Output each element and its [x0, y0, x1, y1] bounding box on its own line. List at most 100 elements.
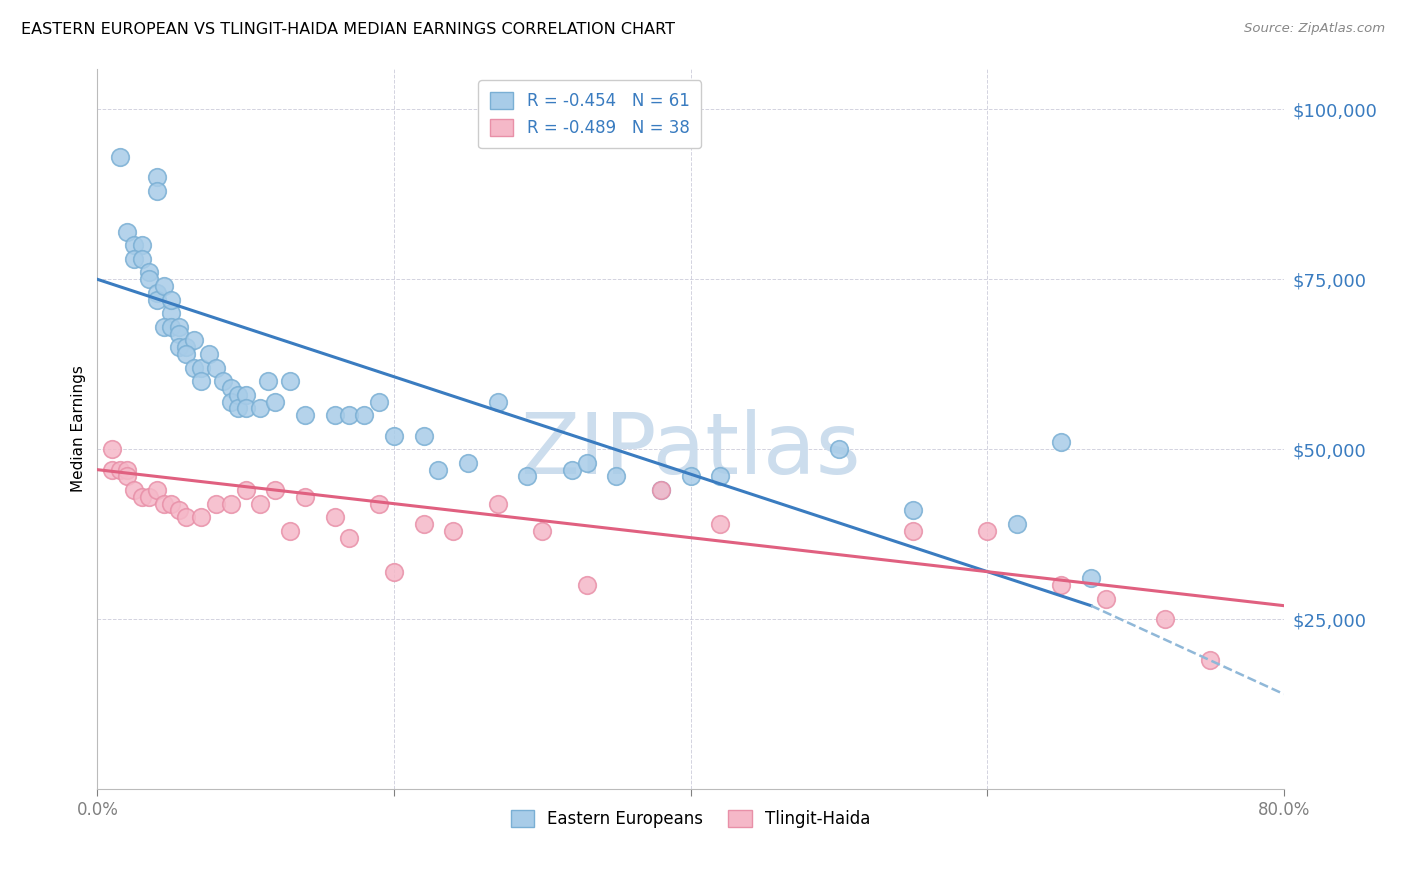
Point: [353, 409, 375, 423]
Point: [101, 463, 124, 477]
Point: [219, 394, 242, 409]
Point: [145, 285, 167, 300]
Point: [160, 293, 183, 307]
Point: [1050, 435, 1073, 450]
Point: [176, 340, 198, 354]
Point: [427, 463, 450, 477]
Point: [138, 490, 160, 504]
Point: [561, 463, 583, 477]
Point: [901, 503, 924, 517]
Text: Source: ZipAtlas.com: Source: ZipAtlas.com: [1244, 22, 1385, 36]
Point: [294, 490, 316, 504]
Point: [412, 428, 434, 442]
Point: [131, 490, 153, 504]
Y-axis label: Median Earnings: Median Earnings: [72, 366, 86, 492]
Text: ZIPatlas: ZIPatlas: [520, 409, 860, 492]
Point: [153, 319, 176, 334]
Point: [183, 334, 205, 348]
Point: [219, 497, 242, 511]
Point: [278, 524, 301, 538]
Point: [828, 442, 851, 457]
Point: [901, 524, 924, 538]
Point: [145, 170, 167, 185]
Point: [441, 524, 464, 538]
Point: [679, 469, 702, 483]
Point: [412, 517, 434, 532]
Point: [516, 469, 538, 483]
Legend: Eastern Europeans, Tlingit-Haida: Eastern Europeans, Tlingit-Haida: [503, 804, 877, 835]
Point: [190, 510, 212, 524]
Point: [131, 238, 153, 252]
Point: [457, 456, 479, 470]
Point: [575, 456, 598, 470]
Point: [145, 184, 167, 198]
Point: [145, 293, 167, 307]
Point: [323, 510, 346, 524]
Point: [1050, 578, 1073, 592]
Point: [190, 360, 212, 375]
Point: [108, 463, 131, 477]
Point: [976, 524, 998, 538]
Point: [160, 306, 183, 320]
Point: [257, 374, 280, 388]
Point: [486, 394, 509, 409]
Point: [235, 401, 257, 416]
Point: [190, 374, 212, 388]
Point: [160, 319, 183, 334]
Point: [131, 252, 153, 266]
Point: [160, 497, 183, 511]
Point: [264, 394, 287, 409]
Point: [226, 401, 249, 416]
Point: [264, 483, 287, 497]
Point: [486, 497, 509, 511]
Point: [219, 381, 242, 395]
Point: [249, 401, 271, 416]
Point: [709, 517, 731, 532]
Point: [226, 388, 249, 402]
Point: [709, 469, 731, 483]
Point: [1080, 571, 1102, 585]
Point: [235, 483, 257, 497]
Point: [650, 483, 672, 497]
Point: [115, 463, 138, 477]
Point: [138, 272, 160, 286]
Point: [1198, 653, 1220, 667]
Point: [368, 394, 391, 409]
Point: [124, 252, 146, 266]
Point: [101, 442, 124, 457]
Point: [205, 497, 228, 511]
Point: [153, 497, 176, 511]
Point: [605, 469, 627, 483]
Text: EASTERN EUROPEAN VS TLINGIT-HAIDA MEDIAN EARNINGS CORRELATION CHART: EASTERN EUROPEAN VS TLINGIT-HAIDA MEDIAN…: [21, 22, 675, 37]
Point: [124, 238, 146, 252]
Point: [212, 374, 235, 388]
Point: [1154, 612, 1177, 626]
Point: [650, 483, 672, 497]
Point: [138, 265, 160, 279]
Point: [323, 409, 346, 423]
Point: [183, 360, 205, 375]
Point: [575, 578, 598, 592]
Point: [167, 503, 190, 517]
Point: [115, 225, 138, 239]
Point: [294, 409, 316, 423]
Point: [145, 483, 167, 497]
Point: [235, 388, 257, 402]
Point: [176, 510, 198, 524]
Point: [531, 524, 554, 538]
Point: [278, 374, 301, 388]
Point: [108, 150, 131, 164]
Point: [176, 347, 198, 361]
Point: [1094, 591, 1116, 606]
Point: [124, 483, 146, 497]
Point: [1005, 517, 1028, 532]
Point: [167, 340, 190, 354]
Point: [115, 469, 138, 483]
Point: [167, 319, 190, 334]
Point: [382, 565, 405, 579]
Point: [167, 326, 190, 341]
Point: [339, 531, 361, 545]
Point: [197, 347, 219, 361]
Point: [153, 279, 176, 293]
Point: [249, 497, 271, 511]
